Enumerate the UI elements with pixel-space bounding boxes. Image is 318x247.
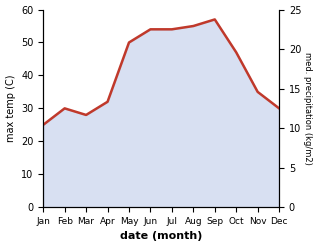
X-axis label: date (month): date (month) [120,231,202,242]
Y-axis label: med. precipitation (kg/m2): med. precipitation (kg/m2) [303,52,313,165]
Y-axis label: max temp (C): max temp (C) [5,75,16,142]
